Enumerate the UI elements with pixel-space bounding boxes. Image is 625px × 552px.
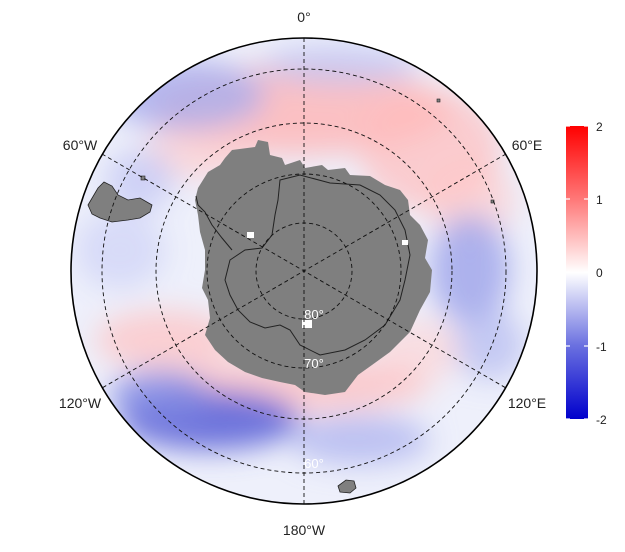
antarctica-landmass — [195, 140, 432, 395]
meridian-60e-120w — [101, 153, 507, 389]
colorbar-tick-label: -1 — [596, 340, 607, 354]
colorbar: 2 1 0 -1 -2 — [566, 120, 607, 427]
lat-label-60: 60° — [304, 456, 324, 471]
peninsula-coastline — [195, 195, 233, 251]
antarctic-land-mask — [195, 140, 432, 395]
lat-label-80: 80° — [304, 307, 324, 322]
islands — [87, 98, 495, 494]
graticule — [101, 38, 507, 504]
colorbar-tick-label: 2 — [596, 120, 603, 134]
map-boundary — [70, 37, 538, 505]
colorbar-gradient — [566, 126, 588, 419]
south-america-tip — [87, 181, 153, 223]
lon-label-top: 0° — [297, 9, 310, 25]
lon-label-upper-left: 60°W — [63, 137, 98, 153]
lon-label-lower-right: 120°E — [508, 395, 546, 411]
lon-label-bottom: 180°W — [283, 522, 326, 538]
lon-label-upper-right: 60°E — [512, 137, 543, 153]
lat-label-70: 70° — [304, 356, 324, 371]
south-georgia-island — [337, 479, 357, 494]
colorbar-tick-label: -2 — [596, 413, 607, 427]
colorbar-tick-label: 0 — [596, 266, 603, 280]
antarctica-coastline — [224, 174, 411, 356]
lon-label-lower-left: 120°W — [59, 395, 102, 411]
colorbar-tick-label: 1 — [596, 193, 603, 207]
